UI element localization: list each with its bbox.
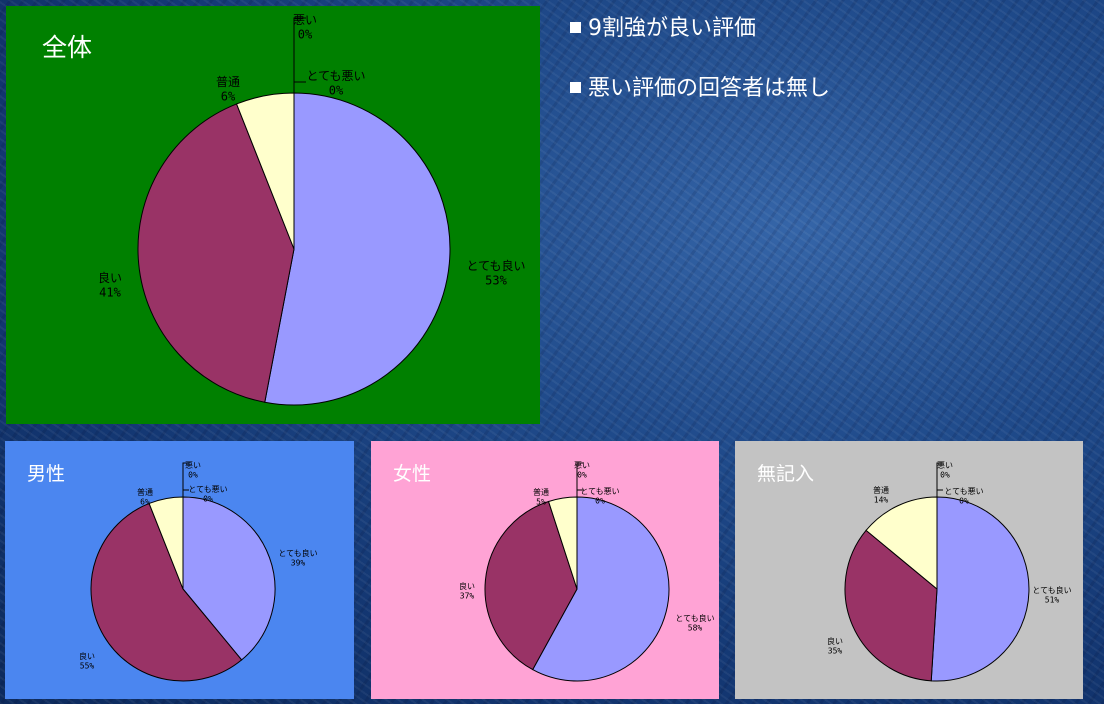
slice-label-very-good: とても良い — [1032, 585, 1071, 595]
pie-slice-good — [844, 529, 938, 682]
slice-label-average: 普通 — [216, 75, 240, 89]
bullet-item: 悪い評価の回答者は無し — [570, 72, 830, 106]
slice-value-bad: 0% — [188, 471, 198, 480]
leader-line — [936, 489, 943, 497]
female-chart-panel: 女性 とても良い 58% 良い 37% 普通 5% 悪い 0% とても悪い 0% — [371, 441, 719, 699]
chart-title: 女性 — [393, 463, 432, 485]
leader-line — [293, 17, 306, 93]
slice-label-good: 良い — [459, 581, 475, 591]
slice-value-average: 6% — [140, 498, 150, 507]
slice-value-good: 37% — [460, 592, 475, 601]
slice-value-bad: 0% — [298, 27, 313, 41]
slice-label-very-good: とても良い — [675, 613, 714, 623]
slice-label-bad: 悪い — [937, 461, 953, 470]
slice-value-good: 41% — [99, 285, 121, 299]
slice-value-average: 14% — [874, 496, 889, 505]
slice-value-very-bad: 0% — [329, 83, 344, 97]
slice-label-very-good: とても良い — [466, 258, 525, 273]
slice-value-good: 35% — [828, 647, 843, 656]
slice-value-very-good: 53% — [485, 273, 507, 287]
male-chart-panel: 男性 とても良い 39% 良い 55% 普通 6% 悪い 0% とても悪い 0% — [5, 441, 354, 699]
slice-label-bad: 悪い — [293, 13, 317, 27]
bullet-text: 悪い評価の回答者は無し — [588, 76, 831, 101]
slice-value-good: 55% — [80, 662, 95, 671]
slice-value-very-good: 58% — [688, 624, 703, 633]
slice-label-very-good: とても良い — [278, 548, 317, 558]
slice-label-average: 普通 — [873, 485, 889, 495]
leader-line — [576, 489, 583, 497]
slice-label-good: 良い — [79, 651, 95, 661]
unknown-chart-panel: 無記入 とても良い 51% 良い 35% 普通 14% 悪い 0% とても悪い 0% — [735, 441, 1083, 699]
bullet-list: 9割強が良い評価 悪い評価の回答者は無し — [570, 12, 830, 132]
slice-label-bad: 悪い — [185, 461, 201, 470]
slice-value-very-bad: 0% — [595, 497, 605, 506]
slice-label-very-bad: とても悪い — [944, 487, 983, 496]
slice-value-average: 5% — [536, 498, 546, 507]
bullet-square-icon — [570, 21, 581, 33]
slice-value-very-good: 39% — [291, 559, 306, 568]
leader-line — [936, 462, 943, 497]
bullet-text: 9割強が良い評価 — [588, 16, 756, 41]
pie-slice-very-good — [182, 496, 276, 661]
slice-value-bad: 0% — [577, 471, 587, 480]
slice-value-very-good: 51% — [1045, 596, 1060, 605]
pie-slice-good — [90, 502, 243, 682]
pie-slice-average — [865, 496, 938, 591]
leader-line — [576, 462, 583, 497]
pie-slice-very-good — [930, 496, 1030, 682]
slice-value-average: 6% — [221, 89, 236, 103]
slice-label-very-bad: とても悪い — [580, 487, 619, 496]
bullet-square-icon — [570, 81, 581, 93]
pie-slice-very-good — [532, 496, 670, 682]
slice-label-average: 普通 — [137, 487, 153, 497]
pie-slice-very-good — [264, 92, 451, 406]
pie-slice-good — [137, 103, 295, 403]
bullet-item: 9割強が良い評価 — [570, 12, 830, 46]
chart-title: 無記入 — [757, 463, 815, 485]
slice-value-very-bad: 0% — [959, 497, 969, 506]
slice-label-average: 普通 — [533, 487, 549, 497]
slice-label-good: 良い — [827, 636, 843, 646]
slice-label-very-bad: とても悪い — [188, 485, 227, 494]
chart-title: 全体 — [42, 33, 93, 62]
leader-line — [182, 489, 189, 497]
slice-label-good: 良い — [98, 270, 122, 285]
slice-label-very-bad: とても悪い — [306, 69, 365, 83]
chart-title: 男性 — [27, 463, 66, 485]
pie-slice-average — [148, 496, 184, 590]
pie-slice-good — [484, 500, 578, 671]
leader-line — [293, 81, 306, 93]
slice-value-bad: 0% — [940, 471, 950, 480]
leader-line — [182, 462, 189, 497]
slice-value-very-bad: 0% — [203, 495, 213, 504]
slice-label-bad: 悪い — [574, 461, 590, 470]
overall-chart-panel: 全体 とても良い 53% 良い 41% 普通 6% 悪い 0% とても悪い 0% — [6, 6, 540, 424]
